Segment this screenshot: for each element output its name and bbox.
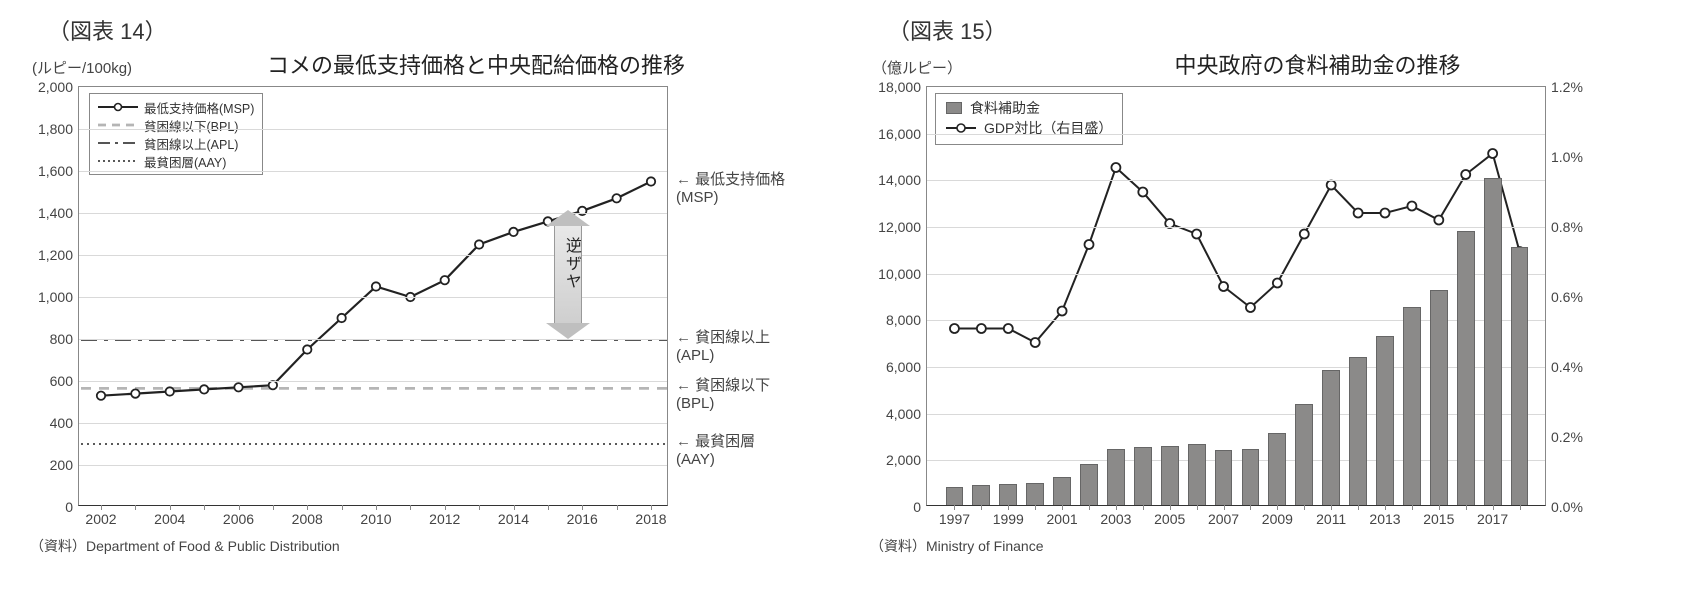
xtick: 2001 <box>1047 511 1078 527</box>
subsidy-bar <box>1080 464 1098 505</box>
ytick: 1,800 <box>38 121 73 137</box>
fig14-source: （資料）Department of Food & Public Distribu… <box>30 536 820 556</box>
anno-msp: 最低支持価格(MSP) <box>676 171 785 207</box>
subsidy-bar <box>1295 404 1313 506</box>
ytick-right: 1.0% <box>1551 149 1583 165</box>
ytick-left: 4,000 <box>886 406 921 422</box>
fig14-plot-wrap: 最低支持価格(MSP) 貧困線以下(BPL) 貧困線以上(APL) 最貧困層(A… <box>78 86 668 506</box>
xtick: 2010 <box>360 511 391 527</box>
ytick-right: 0.4% <box>1551 359 1583 375</box>
xtick: 2009 <box>1262 511 1293 527</box>
ytick: 2,000 <box>38 79 73 95</box>
xtick: 2002 <box>85 511 116 527</box>
ytick-left: 0 <box>913 499 921 515</box>
ytick-left: 6,000 <box>886 359 921 375</box>
fig15-title: 中央政府の食料補助金の推移 <box>962 48 1673 80</box>
subsidy-bar <box>946 487 964 505</box>
ytick: 200 <box>50 457 73 473</box>
xtick: 2017 <box>1477 511 1508 527</box>
fig15-plot-area: 食料補助金 GDP対比（右目盛） 02,0004,0006,0008,00010… <box>926 86 1546 506</box>
anno-apl: 貧困線以上(APL) <box>676 329 770 365</box>
subsidy-bar <box>1107 449 1125 505</box>
subsidy-bar <box>1430 290 1448 505</box>
figure-14: （図表 14） (ルピー/100kg) コメの最低支持価格と中央配給価格の推移 … <box>0 0 840 603</box>
subsidy-bar <box>972 485 990 505</box>
xtick: 2016 <box>567 511 598 527</box>
fig14-title: コメの最低支持価格と中央配給価格の推移 <box>132 48 820 80</box>
ytick-left: 14,000 <box>878 172 921 188</box>
ytick-left: 2,000 <box>886 452 921 468</box>
fig15-plot-wrap: 食料補助金 GDP対比（右目盛） 02,0004,0006,0008,00010… <box>926 86 1546 506</box>
ytick: 1,000 <box>38 289 73 305</box>
fig14-label: （図表 14） <box>48 14 820 46</box>
figure-15: （図表 15） （億ルピー） 中央政府の食料補助金の推移 食料補助金 GDP対比… <box>840 0 1693 603</box>
ytick: 600 <box>50 373 73 389</box>
xtick: 2006 <box>223 511 254 527</box>
subsidy-bar <box>1376 336 1394 505</box>
ytick-left: 16,000 <box>878 126 921 142</box>
fig15-svg <box>927 87 1547 507</box>
xtick: 2003 <box>1100 511 1131 527</box>
subsidy-bar <box>1349 357 1367 505</box>
xtick: 2013 <box>1369 511 1400 527</box>
xtick: 2008 <box>292 511 323 527</box>
subsidy-bar <box>1134 447 1152 505</box>
ytick: 0 <box>65 499 73 515</box>
subsidy-bar <box>1161 446 1179 506</box>
gyakuzaya-label: 逆ザヤ <box>559 237 583 291</box>
xtick: 2005 <box>1154 511 1185 527</box>
xtick: 2015 <box>1423 511 1454 527</box>
subsidy-bar <box>1242 449 1260 505</box>
ytick-right: 0.8% <box>1551 219 1583 235</box>
ytick: 400 <box>50 415 73 431</box>
subsidy-bar <box>1053 477 1071 505</box>
fig14-unit: (ルピー/100kg) <box>32 57 132 78</box>
subsidy-bar <box>1215 450 1233 505</box>
fig15-source: （資料）Ministry of Finance <box>870 536 1673 556</box>
xtick: 2011 <box>1316 511 1346 527</box>
subsidy-bar <box>999 484 1017 505</box>
xtick: 2007 <box>1208 511 1239 527</box>
ytick-right: 0.2% <box>1551 429 1583 445</box>
ytick-right: 0.0% <box>1551 499 1583 515</box>
subsidy-bar <box>1188 444 1206 505</box>
xtick: 1999 <box>993 511 1024 527</box>
anno-bpl: 貧困線以下(BPL) <box>676 377 770 413</box>
xtick: 2014 <box>498 511 529 527</box>
anno-aay: 最貧困層(AAY) <box>676 433 755 469</box>
ytick-left: 8,000 <box>886 312 921 328</box>
ytick-left: 18,000 <box>878 79 921 95</box>
ytick: 1,600 <box>38 163 73 179</box>
xtick: 2018 <box>635 511 666 527</box>
subsidy-bar <box>1268 433 1286 505</box>
fig15-label: （図表 15） <box>888 14 1673 46</box>
fig15-unit: （億ルピー） <box>872 57 962 78</box>
ytick: 1,400 <box>38 205 73 221</box>
ytick-left: 10,000 <box>878 266 921 282</box>
ytick: 1,200 <box>38 247 73 263</box>
fig14-plot-area: 最低支持価格(MSP) 貧困線以下(BPL) 貧困線以上(APL) 最貧困層(A… <box>78 86 668 506</box>
xtick: 2004 <box>154 511 185 527</box>
ytick: 800 <box>50 331 73 347</box>
ytick-right: 0.6% <box>1551 289 1583 305</box>
ytick-right: 1.2% <box>1551 79 1583 95</box>
subsidy-bar <box>1484 178 1502 505</box>
fig15-header: （億ルピー） 中央政府の食料補助金の推移 <box>870 48 1673 80</box>
xtick: 2012 <box>429 511 460 527</box>
subsidy-bar <box>1511 247 1529 505</box>
subsidy-bar <box>1403 307 1421 505</box>
subsidy-bar <box>1457 231 1475 505</box>
fig14-header: (ルピー/100kg) コメの最低支持価格と中央配給価格の推移 <box>30 48 820 80</box>
ytick-left: 12,000 <box>878 219 921 235</box>
subsidy-bar <box>1026 483 1044 505</box>
subsidy-bar <box>1322 370 1340 505</box>
xtick: 1997 <box>939 511 970 527</box>
